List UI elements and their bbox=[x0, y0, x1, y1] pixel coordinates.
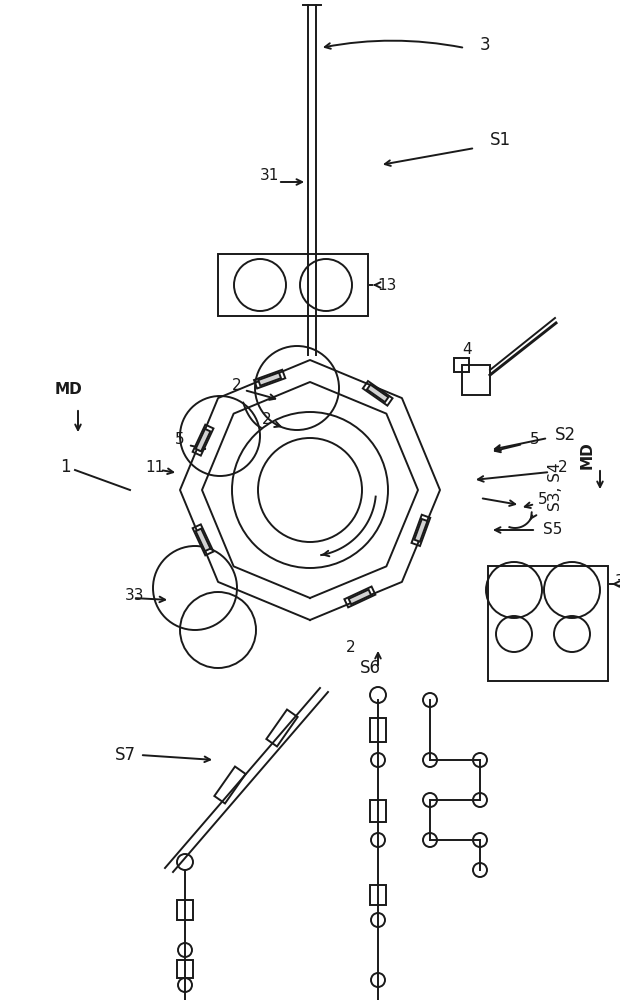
Text: MD: MD bbox=[55, 382, 82, 397]
Bar bbox=[177, 960, 193, 978]
Polygon shape bbox=[196, 429, 210, 451]
Bar bbox=[370, 718, 386, 742]
Text: MD: MD bbox=[580, 441, 595, 469]
Text: S1: S1 bbox=[490, 131, 511, 149]
Bar bbox=[454, 358, 469, 372]
Text: 11: 11 bbox=[145, 460, 164, 475]
Polygon shape bbox=[367, 385, 388, 402]
Text: S6: S6 bbox=[360, 659, 381, 677]
Text: 31: 31 bbox=[260, 167, 280, 182]
Bar bbox=[177, 900, 193, 920]
Bar bbox=[370, 800, 386, 822]
Text: 2: 2 bbox=[232, 377, 242, 392]
Text: 2: 2 bbox=[558, 460, 568, 476]
Text: 4: 4 bbox=[462, 342, 472, 358]
Polygon shape bbox=[414, 519, 427, 542]
Bar bbox=[370, 885, 386, 905]
Bar bbox=[218, 254, 368, 316]
Bar bbox=[488, 566, 608, 681]
Text: 5: 5 bbox=[175, 432, 185, 448]
Polygon shape bbox=[196, 529, 210, 551]
Text: S7: S7 bbox=[115, 746, 136, 764]
Bar bbox=[462, 365, 490, 395]
Polygon shape bbox=[348, 590, 371, 604]
Text: 1: 1 bbox=[60, 458, 71, 476]
Text: 2: 2 bbox=[346, 641, 356, 656]
Text: 2: 2 bbox=[262, 412, 272, 428]
Text: S5: S5 bbox=[543, 522, 562, 538]
Text: 5: 5 bbox=[538, 492, 547, 508]
Polygon shape bbox=[259, 373, 281, 386]
Text: 33: 33 bbox=[125, 587, 144, 602]
Text: S2: S2 bbox=[555, 426, 576, 444]
Text: 3: 3 bbox=[480, 36, 490, 54]
Text: 32: 32 bbox=[615, 574, 620, 589]
Text: S3, S4: S3, S4 bbox=[548, 462, 563, 511]
Text: 5: 5 bbox=[530, 432, 539, 448]
Text: 13: 13 bbox=[377, 277, 396, 292]
